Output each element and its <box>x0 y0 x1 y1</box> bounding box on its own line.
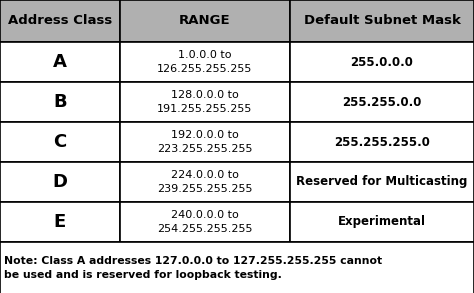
Bar <box>290 0 474 42</box>
Text: 255.255.255.0: 255.255.255.0 <box>334 135 430 149</box>
Text: D: D <box>53 173 67 191</box>
Bar <box>290 162 474 202</box>
Text: 128.0.0.0 to
191.255.255.255: 128.0.0.0 to 191.255.255.255 <box>157 91 253 114</box>
Text: 255.255.0.0: 255.255.0.0 <box>342 96 422 108</box>
Bar <box>0 42 120 82</box>
Bar <box>120 202 290 242</box>
Text: Default Subnet Mask: Default Subnet Mask <box>303 14 460 28</box>
Text: Address Class: Address Class <box>8 14 112 28</box>
Text: Experimental: Experimental <box>338 215 426 229</box>
Text: A: A <box>53 53 67 71</box>
Bar <box>0 202 120 242</box>
Bar <box>120 122 290 162</box>
Text: 255.0.0.0: 255.0.0.0 <box>351 55 413 69</box>
Bar <box>0 242 474 293</box>
Bar <box>290 42 474 82</box>
Bar <box>120 42 290 82</box>
Text: 224.0.0.0 to
239.255.255.255: 224.0.0.0 to 239.255.255.255 <box>157 171 253 194</box>
Bar <box>290 122 474 162</box>
Bar <box>0 122 120 162</box>
Text: C: C <box>54 133 67 151</box>
Text: Note: Class A addresses 127.0.0.0 to 127.255.255.255 cannot
be used and is reser: Note: Class A addresses 127.0.0.0 to 127… <box>4 256 382 280</box>
Bar <box>120 0 290 42</box>
Bar <box>0 162 120 202</box>
Bar <box>290 202 474 242</box>
Text: Reserved for Multicasting: Reserved for Multicasting <box>296 176 468 188</box>
Text: 240.0.0.0 to
254.255.255.255: 240.0.0.0 to 254.255.255.255 <box>157 210 253 234</box>
Bar <box>120 82 290 122</box>
Text: 192.0.0.0 to
223.255.255.255: 192.0.0.0 to 223.255.255.255 <box>157 130 253 154</box>
Text: 1.0.0.0 to
126.255.255.255: 1.0.0.0 to 126.255.255.255 <box>157 50 253 74</box>
Bar <box>120 162 290 202</box>
Bar <box>0 82 120 122</box>
Text: B: B <box>53 93 67 111</box>
Text: E: E <box>54 213 66 231</box>
Bar <box>0 0 120 42</box>
Bar <box>290 82 474 122</box>
Text: RANGE: RANGE <box>179 14 231 28</box>
